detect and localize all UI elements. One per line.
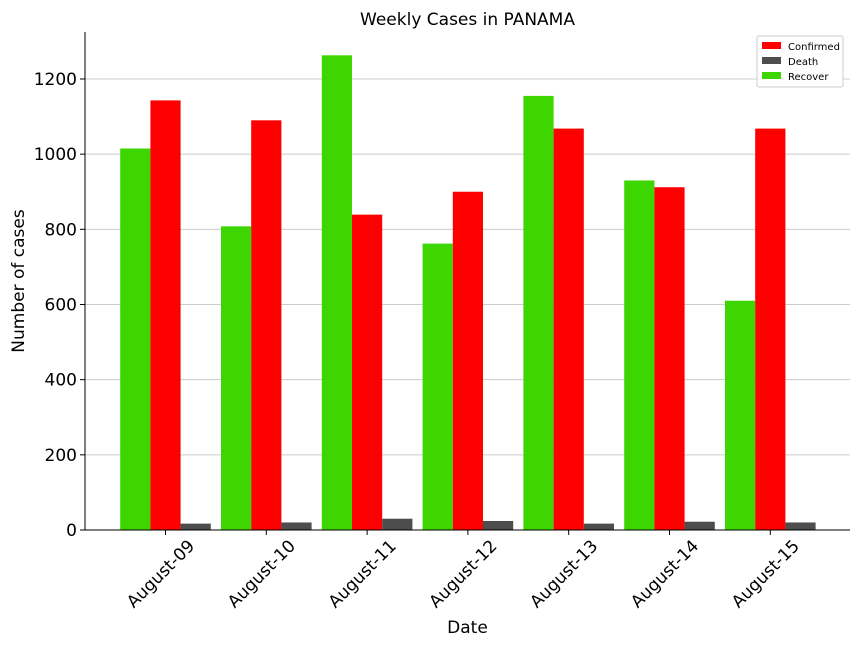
y-axis-label: Number of cases	[9, 209, 29, 353]
x-tick-label: August-15	[728, 536, 804, 612]
x-tick-label: August-14	[627, 536, 703, 612]
y-tick-label: 600	[45, 295, 77, 315]
bar-confirmed-august-13	[553, 128, 584, 530]
bar-confirmed-august-10	[251, 120, 282, 531]
bar-death-august-14	[684, 521, 715, 530]
bar-death-august-15	[785, 522, 816, 530]
x-ticks: August-09 August-10 August-11 August-12 Augu…	[123, 530, 804, 612]
legend-swatch-confirmed	[762, 42, 781, 49]
bar-death-august-10	[281, 522, 312, 530]
bar-recover-august-10	[221, 226, 252, 530]
y-tick-label: 800	[45, 220, 77, 240]
bar-recover-august-11	[321, 55, 352, 530]
y-tick-label: 1000	[34, 145, 77, 165]
bars	[120, 55, 816, 531]
legend-label-death: Death	[788, 57, 818, 68]
y-ticks: 0 200 400 600 800 1000 1200	[34, 70, 85, 541]
bar-recover-august-13	[523, 95, 554, 530]
legend-swatch-recover	[762, 72, 781, 79]
legend-swatch-death	[762, 57, 781, 64]
bar-confirmed-august-09	[150, 100, 181, 530]
x-tick-label: August-10	[224, 536, 300, 612]
x-axis-label: Date	[447, 618, 488, 638]
bar-death-august-12	[483, 520, 514, 530]
legend-label-recover: Recover	[788, 72, 829, 83]
bar-recover-august-12	[422, 243, 453, 530]
bar-death-august-13	[583, 523, 614, 530]
bar-confirmed-august-14	[654, 187, 685, 531]
bar-confirmed-august-11	[352, 214, 383, 530]
x-tick-label: August-12	[426, 536, 502, 612]
legend: Confirmed Death Recover	[756, 35, 844, 88]
bar-recover-august-14	[624, 180, 655, 530]
y-tick-label: 1200	[34, 70, 77, 90]
legend-label-confirmed: Confirmed	[788, 42, 840, 53]
bar-death-august-11	[382, 518, 413, 530]
y-tick-label: 0	[66, 521, 77, 541]
chart-title: Weekly Cases in PANAMA	[360, 10, 575, 30]
x-tick-label: August-09	[123, 536, 199, 612]
x-tick-label: August-13	[526, 536, 602, 612]
bar-confirmed-august-15	[755, 128, 786, 530]
bar-recover-august-09	[120, 148, 151, 530]
x-tick-label: August-11	[325, 536, 401, 612]
y-tick-label: 200	[45, 446, 77, 466]
bar-death-august-09	[180, 523, 211, 530]
bar-recover-august-15	[725, 300, 756, 530]
y-tick-label: 400	[45, 371, 77, 391]
bar-confirmed-august-12	[452, 191, 483, 531]
